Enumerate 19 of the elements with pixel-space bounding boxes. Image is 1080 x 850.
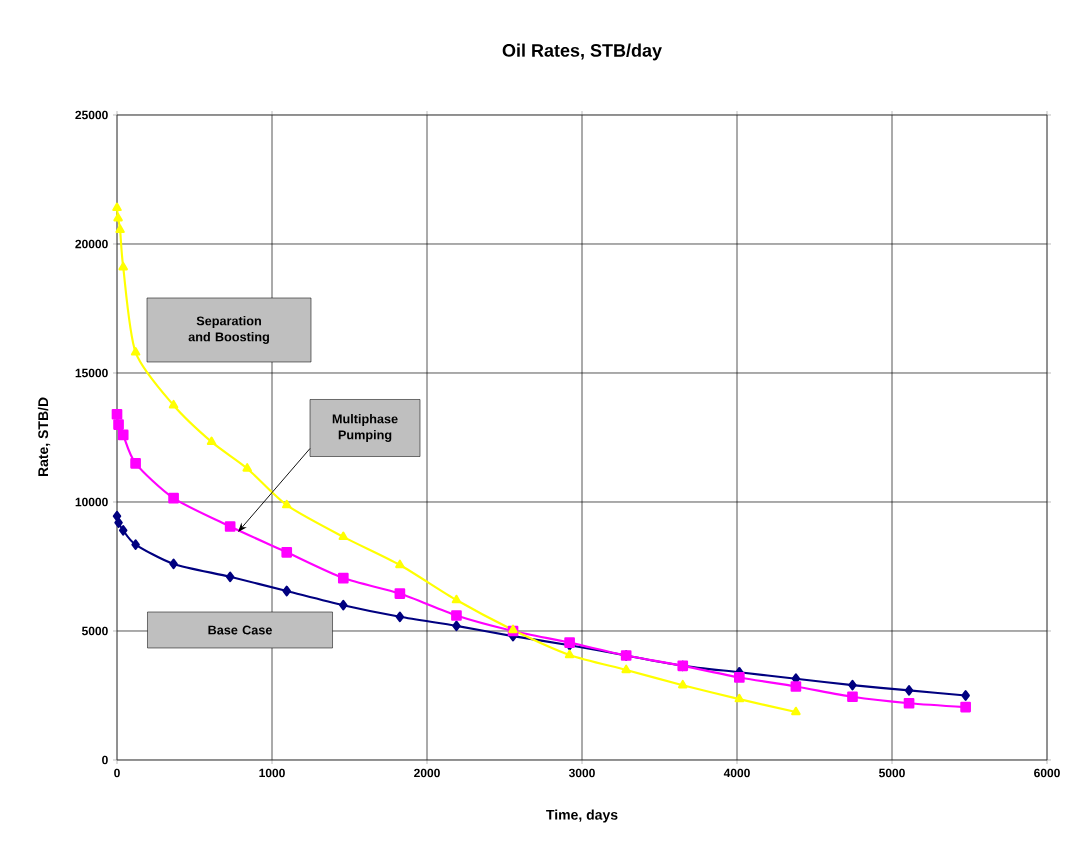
x-tick-label: 6000: [1034, 768, 1060, 778]
x-tick-label: 2000: [414, 768, 440, 778]
x-tick-label: 4000: [723, 768, 750, 778]
x-axis-title: Time, days: [546, 809, 618, 823]
y-axis-title: Rate, STB/D: [37, 397, 51, 477]
chart-title: Oil Rates, STB/day: [502, 43, 662, 61]
annotation: Separation and Boosting: [188, 316, 269, 344]
y-tick-label: 15000: [75, 368, 108, 378]
annotation: Base Case: [208, 625, 272, 635]
x-tick-label: 3000: [568, 768, 595, 778]
y-tick-label: 0: [102, 755, 108, 765]
y-tick-label: 10000: [75, 497, 108, 507]
x-tick-label: 1000: [259, 768, 285, 778]
y-tick-label: 5000: [81, 626, 108, 636]
y-tick-label: 20000: [75, 239, 108, 249]
x-tick-label: 5000: [879, 768, 905, 778]
annotation: Multiphase Pumping: [332, 414, 398, 442]
x-tick-label: 0: [114, 768, 120, 778]
y-tick-label: 25000: [75, 110, 108, 120]
